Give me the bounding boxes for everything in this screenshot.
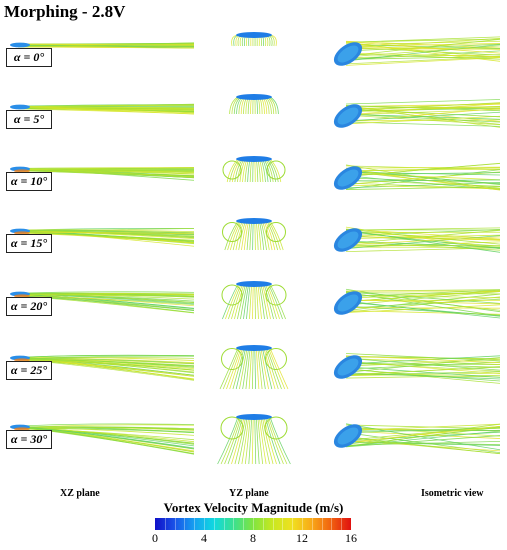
row-alpha-25: α = 25° (0, 343, 507, 409)
colorbar-segment-divider (311, 518, 313, 530)
colorbar-tick-4: 4 (201, 531, 207, 545)
colorbar-segment-divider (302, 518, 303, 530)
xz-plane-streamlines (10, 291, 195, 314)
colorbar-tick-8: 8 (250, 531, 256, 545)
yz-plane-streamlines (231, 32, 277, 47)
colorbar-segment-divider (164, 518, 166, 530)
alpha-label: α = 30° (6, 430, 52, 449)
colorbar-segment-divider (292, 518, 294, 530)
colorbar-segment-divider (204, 518, 205, 530)
isometric-view-streamlines (333, 99, 501, 128)
row-alpha-30: α = 30° (0, 412, 507, 478)
yz-plane-streamlines (221, 281, 287, 320)
colorbar-segment-divider (184, 518, 186, 530)
colorbar-segment-divider (253, 518, 254, 530)
alpha-label: α = 5° (6, 110, 52, 129)
yz-plane-streamlines (222, 218, 286, 251)
isometric-view-streamlines (333, 423, 501, 455)
alpha-label: α = 10° (6, 172, 52, 191)
colorbar-segment-divider (262, 518, 264, 530)
alpha-label: α = 20° (6, 297, 52, 316)
isometric-view-streamlines (333, 162, 501, 191)
colorbar-segment-divider (282, 518, 284, 530)
colorbar-segment-divider (341, 518, 343, 530)
isometric-view-streamlines (333, 36, 501, 66)
row-alpha-5: α = 5° (0, 92, 507, 158)
colorbar (155, 518, 351, 530)
row-alpha-15: α = 15° (0, 216, 507, 282)
colorbar-segment-divider (233, 518, 235, 530)
colorbar-tick-12: 12 (296, 531, 308, 545)
yz-plane-streamlines (229, 94, 279, 115)
figure-title: Morphing - 2.8V (4, 2, 126, 21)
colorbar-title: Vortex Velocity Magnitude (m/s) (163, 500, 344, 515)
xz-plane-label: XZ plane (60, 488, 100, 499)
alpha-label: α = 0° (6, 48, 52, 67)
isometric-view-streamlines (333, 353, 501, 384)
alpha-label: α = 25° (6, 361, 52, 380)
xz-plane-streamlines (10, 423, 195, 455)
xz-plane-streamlines (10, 166, 195, 181)
colorbar-segment-divider (174, 518, 176, 530)
xz-plane-streamlines (10, 103, 195, 115)
isometric-view-streamlines (333, 288, 501, 319)
yz-plane-streamlines (219, 345, 289, 390)
colorbar-tick-16: 16 (345, 531, 357, 545)
yz-plane-label: YZ plane (229, 488, 269, 499)
row-alpha-0: α = 0° (0, 30, 507, 96)
xz-plane-streamlines (10, 228, 195, 247)
isometric-view-streamlines (333, 226, 501, 253)
row-alpha-10: α = 10° (0, 154, 507, 220)
colorbar-segment-divider (272, 518, 274, 530)
colorbar-segment-divider (194, 518, 196, 530)
isometric-view-label: Isometric view (421, 488, 484, 499)
xz-plane-streamlines (10, 354, 195, 381)
colorbar-segment-divider (213, 518, 215, 530)
alpha-label: α = 15° (6, 234, 52, 253)
colorbar-segment-divider (223, 518, 225, 530)
xz-plane-streamlines (10, 42, 195, 49)
colorbar-tick-0: 0 (152, 531, 158, 545)
colorbar-segment-divider (321, 518, 323, 530)
colorbar-segment-divider (243, 518, 245, 530)
colorbar-segment-divider (331, 518, 333, 530)
yz-plane-streamlines (217, 414, 291, 465)
row-alpha-20: α = 20° (0, 279, 507, 345)
yz-plane-streamlines (222, 156, 286, 183)
